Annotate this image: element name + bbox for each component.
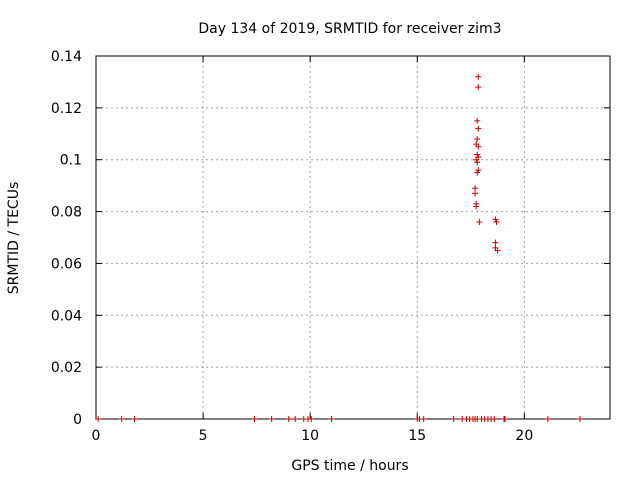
data-point: [285, 416, 292, 422]
y-axis-label: SRMTID / TECUs: [6, 182, 22, 295]
data-point: [476, 218, 483, 225]
data-point: [473, 203, 480, 210]
data-point: [502, 416, 509, 422]
data-point: [474, 135, 481, 142]
x-tick-label: 10: [301, 428, 319, 444]
data-point: [95, 416, 102, 422]
data-point: [494, 247, 501, 254]
data-point: [474, 169, 481, 176]
data-point: [472, 190, 479, 197]
data-point: [474, 151, 481, 158]
data-point: [577, 416, 584, 422]
x-tick-label: 20: [515, 428, 533, 444]
y-tick-labels: 0 0.02 0.04 0.06 0.08 0.1 0.12 0.14: [51, 49, 82, 428]
data-point: [450, 416, 457, 422]
data-point: [308, 416, 315, 422]
data-point: [493, 218, 500, 225]
data-point: [328, 416, 335, 422]
chart-title: Day 134 of 2019, SRMTID for receiver zim…: [198, 21, 501, 37]
data-point: [475, 73, 482, 80]
ticks: [95, 55, 610, 420]
x-tick-label: 0: [92, 428, 101, 444]
data-point: [118, 416, 125, 422]
y-tick-label: 0.12: [51, 101, 82, 117]
plot-frame: [95, 55, 611, 420]
data-point: [492, 239, 499, 246]
y-tick-label: 0.1: [60, 153, 82, 169]
x-tick-label: 5: [199, 428, 208, 444]
y-tick-label: 0.14: [51, 49, 82, 65]
y-tick-label: 0: [73, 412, 82, 428]
data-point: [473, 141, 480, 148]
data-point: [292, 416, 299, 422]
data-point: [544, 416, 551, 422]
x-axis-label: GPS time / hours: [291, 458, 408, 474]
x-tick-labels: 0 5 10 15 20: [92, 428, 534, 444]
data-point: [131, 416, 138, 422]
data-point: [475, 84, 482, 91]
data-point: [492, 216, 499, 223]
data-point: [474, 159, 481, 166]
data-point: [491, 416, 498, 422]
data-points: [95, 73, 584, 422]
y-tick-label: 0.06: [51, 256, 82, 272]
y-tick-label: 0.08: [51, 205, 82, 221]
data-point: [475, 125, 482, 132]
data-point: [472, 185, 479, 192]
y-tick-label: 0.02: [51, 360, 82, 376]
x-tick-label: 15: [408, 428, 426, 444]
data-point: [268, 416, 275, 422]
data-point: [474, 117, 481, 124]
y-tick-label: 0.04: [51, 308, 82, 324]
data-point: [420, 416, 427, 422]
grid: [96, 56, 610, 419]
data-point: [251, 416, 258, 422]
data-point: [473, 156, 480, 163]
data-point: [475, 167, 482, 174]
